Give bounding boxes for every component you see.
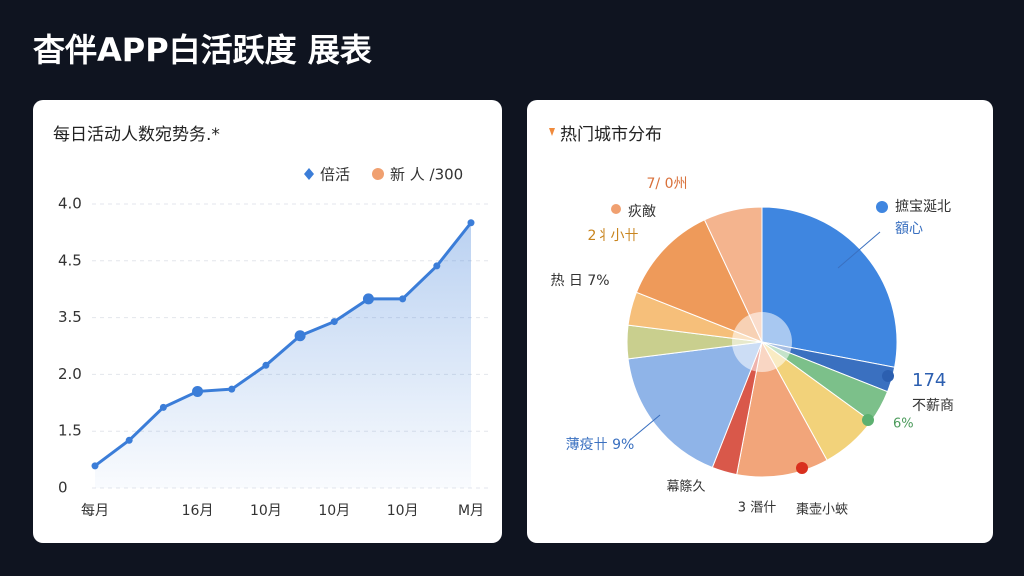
- slice-annotation: 174: [912, 370, 946, 391]
- x-tick-label: 10月: [387, 503, 419, 519]
- y-tick-label: 4.5: [58, 251, 82, 269]
- point: [192, 385, 204, 397]
- annotation-dot: [862, 414, 874, 426]
- point: [362, 293, 374, 305]
- x-tick-label: 10月: [318, 503, 350, 519]
- point: [228, 385, 236, 393]
- leader-line: [629, 414, 661, 441]
- pie-center: [732, 312, 792, 372]
- point: [91, 462, 99, 470]
- pie-slice: [703, 206, 763, 343]
- y-tick-label: 0: [58, 479, 68, 497]
- slice-annotation: 薄疫卄 9%: [566, 437, 635, 453]
- slice-annotation: 3 湣什: [738, 501, 776, 516]
- pie-slice: [635, 219, 763, 343]
- point: [159, 403, 167, 411]
- y-tick-label: 2.0: [58, 365, 82, 383]
- slice-annotation: 2丬小卄: [588, 228, 639, 244]
- y-tick-label: 1.5: [58, 422, 82, 440]
- annotation-dot: [796, 462, 808, 474]
- slice-annotation: 幕篨久: [666, 479, 705, 495]
- y-tick-label: 3.5: [58, 308, 82, 326]
- line: [94, 221, 473, 468]
- x-tick-label: 16月: [182, 503, 214, 519]
- card-title: 热门城市分布: [560, 125, 662, 145]
- point: [262, 361, 270, 369]
- area: [95, 222, 471, 488]
- legend-marker: [372, 168, 384, 180]
- slice-annotation: 不薪商: [912, 398, 954, 414]
- slice-annotation: 摭宝涎北: [895, 199, 951, 215]
- pie-slice: [761, 206, 898, 368]
- legend-marker: [304, 168, 314, 180]
- point: [467, 219, 475, 227]
- annotation-dot: [876, 201, 888, 213]
- pie-slice: [627, 341, 763, 469]
- slice-annotation: 热 日 7%: [550, 273, 609, 289]
- legend-label: 倍活: [320, 166, 350, 184]
- point: [399, 295, 407, 303]
- annotation-dot: [882, 370, 894, 382]
- pie-slice: [736, 340, 828, 478]
- x-tick-label: M月: [458, 503, 484, 519]
- slice-annotation: 7/ 0州: [647, 176, 688, 192]
- slice-annotation: 額心: [895, 221, 923, 237]
- y-tick-label: 4.0: [58, 195, 82, 213]
- point: [330, 318, 338, 326]
- point: [433, 262, 441, 270]
- x-tick-label: 每月: [81, 503, 109, 519]
- slice-annotation: 6%: [893, 417, 914, 432]
- pin-icon: [549, 128, 555, 136]
- leader-line: [837, 231, 881, 269]
- slice-annotation: 疢敵: [628, 203, 656, 220]
- card-title: 每日活动人数宛势务.*: [53, 125, 220, 145]
- annotation-dot: [611, 204, 621, 214]
- legend-label: 新 人 /300: [390, 166, 463, 184]
- point: [294, 330, 306, 342]
- x-tick-label: 10月: [250, 503, 282, 519]
- page-title: 杳伴APP白活跃度 展表: [33, 31, 372, 69]
- point: [125, 436, 133, 444]
- slice-annotation: 棗壶小蛺: [796, 503, 848, 518]
